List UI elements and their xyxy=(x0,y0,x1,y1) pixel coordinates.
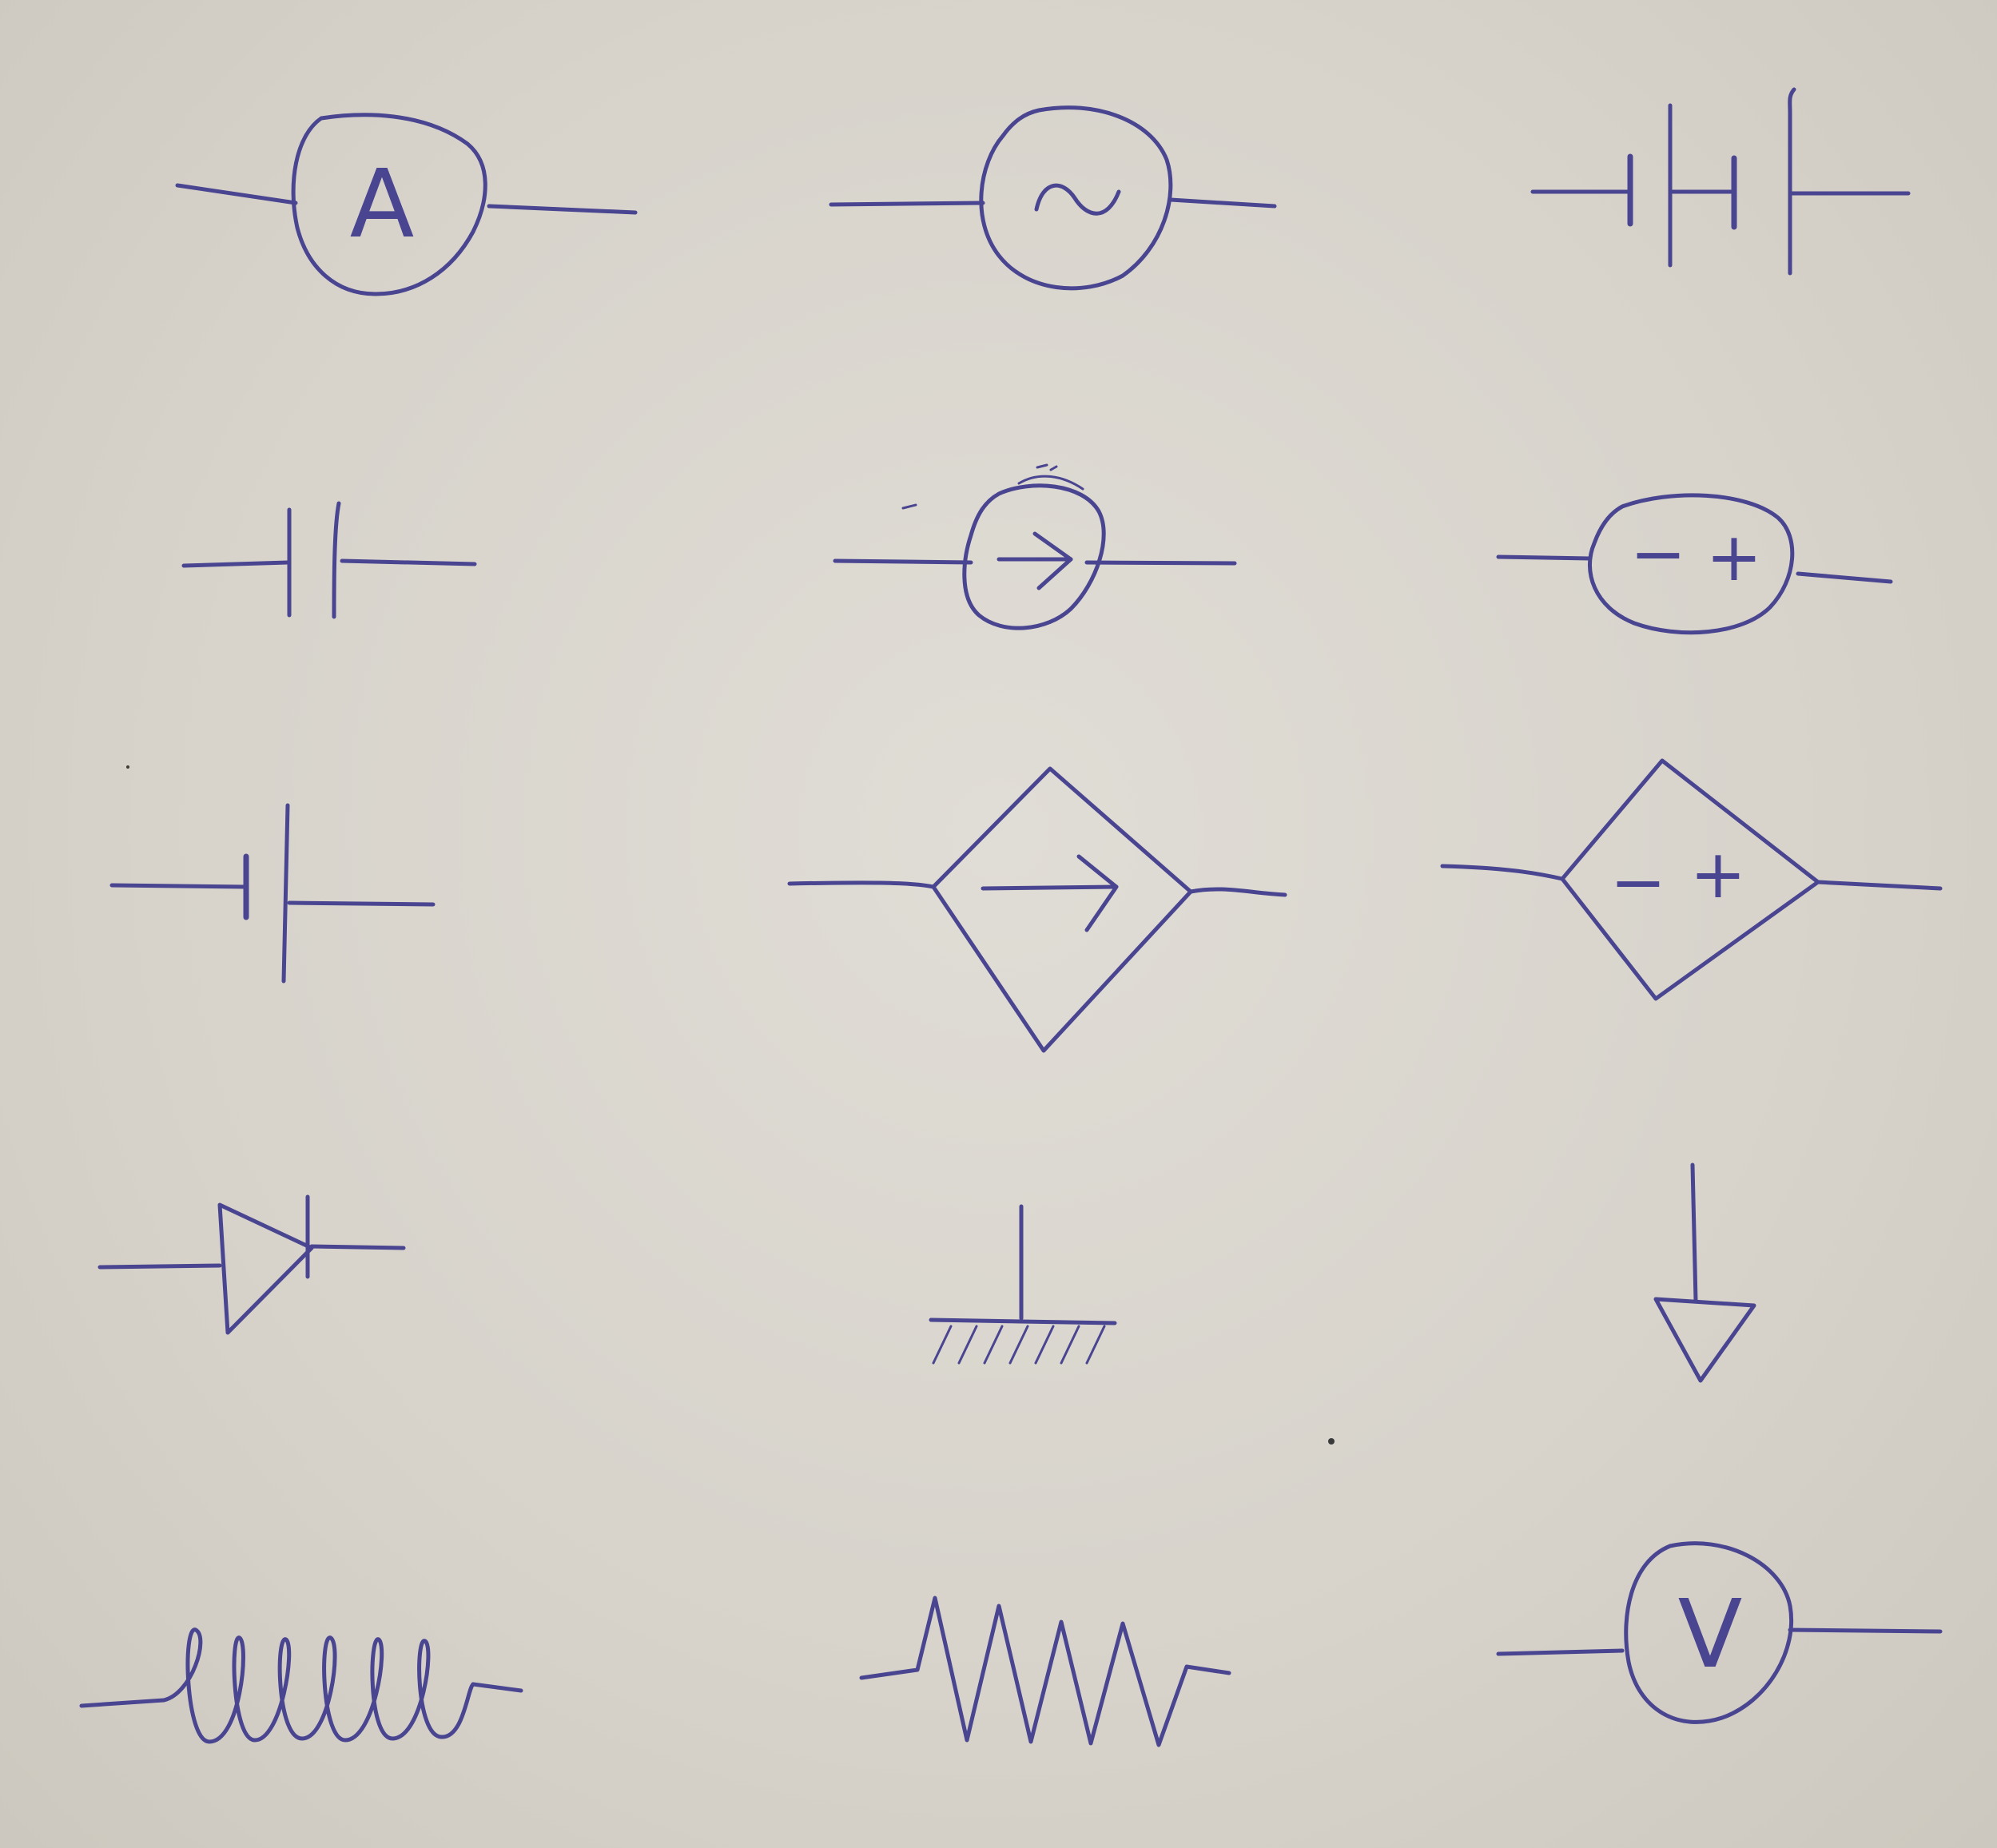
current-source-circle xyxy=(962,483,1106,630)
battery-cell-lead-left xyxy=(109,883,249,889)
dependent-current-arrow-head xyxy=(1076,854,1119,932)
voltmeter-lead-left xyxy=(1496,1648,1625,1656)
ac-source-wave xyxy=(1034,183,1121,216)
dependent-current-lead-left xyxy=(787,880,936,889)
dependent-voltage-minus: − xyxy=(1610,843,1666,921)
capacitor-lead-left xyxy=(181,560,290,568)
inductor-lead-right xyxy=(471,1682,523,1693)
current-source-lead-right xyxy=(1084,560,1237,566)
voltage-source-minus: − xyxy=(1630,515,1686,593)
dependent-voltage-source-symbol: − + xyxy=(1440,758,1943,1001)
pen-dot xyxy=(126,765,129,769)
capacitor-plate-right xyxy=(332,501,341,619)
dependent-voltage-lead-right xyxy=(1816,880,1943,891)
signal-ground-symbol xyxy=(1653,1162,1756,1383)
ammeter-symbol: A xyxy=(175,113,638,296)
battery-cell2-long-plate xyxy=(1788,87,1796,276)
pen-dots xyxy=(126,765,1335,1445)
dependent-current-diamond xyxy=(931,766,1193,1053)
voltage-source-lead-left xyxy=(1496,554,1593,561)
diode-triangle xyxy=(217,1202,314,1335)
ac-source-symbol xyxy=(829,105,1277,291)
current-source-symbol xyxy=(833,463,1237,630)
ammeter-lead-left xyxy=(175,183,298,205)
voltmeter-lead-right xyxy=(1788,1627,1943,1634)
chassis-ground-bar xyxy=(929,1317,1117,1325)
voltage-source-ellipse xyxy=(1587,493,1795,635)
ammeter-circle xyxy=(291,113,487,296)
resistor-zigzag xyxy=(859,1596,1231,1747)
voltage-source-lead-right xyxy=(1796,571,1893,584)
voltage-source-plus: + xyxy=(1706,518,1762,596)
multi-cell-battery-symbol xyxy=(1530,87,1911,276)
dependent-current-source-symbol xyxy=(787,766,1287,1053)
capacitor-lead-right xyxy=(340,558,477,566)
voltage-source-symbol: − + xyxy=(1496,493,1893,635)
current-source-lead-left xyxy=(833,558,973,565)
ammeter-letter: A xyxy=(350,149,415,259)
voltmeter-circle xyxy=(1624,1541,1793,1724)
inductor-lead-left xyxy=(79,1698,166,1708)
pen-dot xyxy=(1328,1438,1335,1445)
voltmeter-letter: V xyxy=(1678,1579,1743,1689)
ammeter-lead-right xyxy=(487,204,638,215)
diode-symbol xyxy=(97,1194,406,1335)
signal-ground-triangle xyxy=(1653,1297,1756,1383)
dependent-current-arrow-shaft xyxy=(981,884,1117,891)
voltmeter-symbol: V xyxy=(1496,1541,1943,1724)
diode-lead-right xyxy=(309,1244,406,1250)
inductor-coil xyxy=(161,1627,475,1744)
inductor-symbol xyxy=(79,1627,523,1744)
resistor-symbol xyxy=(859,1596,1231,1747)
battery-cell-symbol xyxy=(109,803,436,984)
signal-ground-stem xyxy=(1690,1162,1698,1303)
dependent-current-lead-right xyxy=(1188,887,1287,897)
ac-source-circle xyxy=(979,105,1173,291)
dependent-voltage-lead-left xyxy=(1440,864,1565,881)
chassis-ground-symbol xyxy=(929,1204,1117,1365)
battery-cell-long-plate xyxy=(281,803,290,984)
current-source-smudge xyxy=(901,463,1084,510)
ac-source-lead-left xyxy=(829,201,985,207)
capacitor-symbol xyxy=(181,501,477,619)
diode-lead-left xyxy=(97,1263,222,1270)
ac-source-lead-right xyxy=(1168,197,1277,209)
current-source-arrow-head xyxy=(1032,531,1073,590)
battery-cell-lead-right xyxy=(287,900,436,907)
chassis-ground-hatch xyxy=(932,1325,1106,1365)
dependent-voltage-plus: + xyxy=(1690,835,1746,913)
